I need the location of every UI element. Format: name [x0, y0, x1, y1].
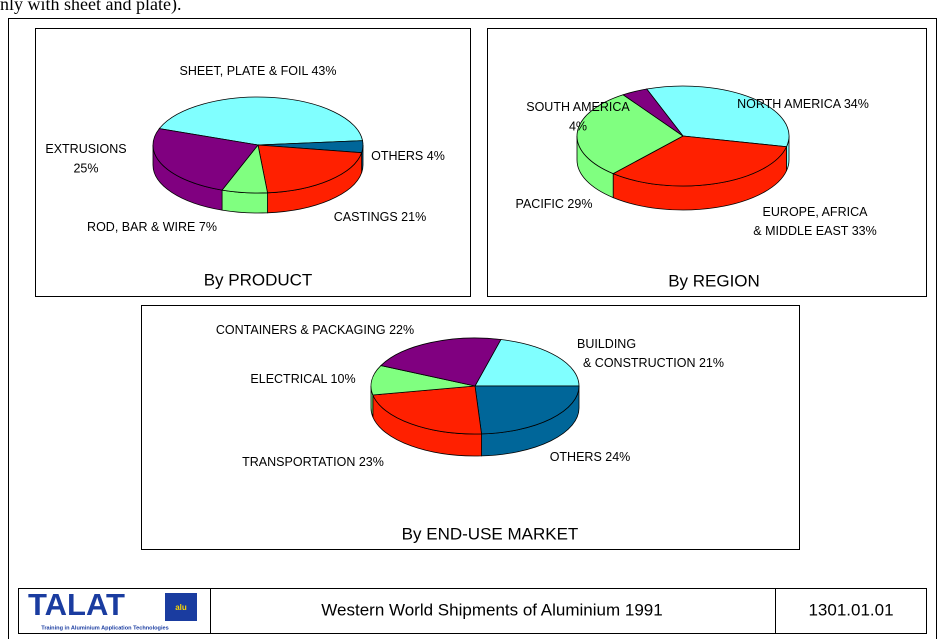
slice-label: TRANSPORTATION 23% — [242, 455, 384, 469]
logo-flag — [165, 593, 197, 621]
outer-frame — [8, 18, 937, 639]
slice-value-label: 10% — [331, 372, 356, 386]
slice-value-label: 29% — [567, 197, 592, 211]
slice-label-name: TRANSPORTATION — [242, 455, 355, 469]
slice-label-name: & CONSTRUCTION — [583, 356, 696, 370]
slice-value-label: 4% — [569, 119, 587, 133]
slice-label: & CONSTRUCTION 21% — [583, 356, 724, 370]
slice-label-name: OTHERS — [371, 149, 423, 163]
pie-slice — [474, 385, 580, 435]
footer-code: 1301.01.01 — [808, 600, 893, 619]
footer-title: Western World Shipments of Aluminium 199… — [321, 600, 662, 619]
pie-slice — [474, 339, 580, 387]
slice-value-label: 24% — [605, 450, 630, 464]
charts: SHEET, PLATE & FOIL 43% OTHERS 4% CASTINGS… — [45, 64, 876, 543]
slice-label: CASTINGS 21% — [334, 210, 426, 224]
pie-slice — [612, 135, 788, 187]
pie-slice — [622, 88, 684, 137]
slice-label: ELECTRICAL 10% — [250, 372, 355, 386]
logo-flag-text: alu — [175, 603, 187, 612]
slice-label: PACIFIC 29% — [516, 197, 593, 211]
header-fragment: nly with sheet and plate). — [0, 0, 181, 15]
slice-value-label: 34% — [844, 97, 869, 111]
slice-label: EXTRUSIONS — [45, 142, 126, 156]
slice-label: CONTAINERS & PACKAGING 22% — [216, 323, 414, 337]
slice-value-label: 33% — [852, 224, 877, 238]
slice-value-label: 43% — [311, 64, 336, 78]
slice-label-name: SOUTH AMERICA — [526, 100, 630, 114]
slice-value-label: 22% — [389, 323, 414, 337]
chart-title: By REGION — [668, 271, 760, 290]
slice-value-label: 25% — [73, 161, 98, 175]
slice-label: ROD, BAR & WIRE 7% — [87, 220, 217, 234]
pie-slice — [576, 94, 684, 175]
slice-label-name: CASTINGS — [334, 210, 398, 224]
slice-label-name: OTHERS — [550, 450, 602, 464]
pie-slice — [646, 85, 790, 148]
slice-label: & MIDDLE EAST 33% — [753, 224, 876, 238]
pie-slice — [372, 385, 482, 435]
slice-label-name: PACIFIC — [516, 197, 564, 211]
logo-tagline: Training in Aluminium Application Techno… — [41, 625, 169, 631]
pie-side — [221, 189, 268, 214]
slice-label-name: SHEET, PLATE & FOIL — [179, 64, 308, 78]
slice-label-name: EXTRUSIONS — [45, 142, 126, 156]
pie-slice — [158, 96, 364, 146]
pie-slice — [152, 128, 259, 191]
slice-value-label: 21% — [401, 210, 426, 224]
slice-label-name: EUROPE, AFRICA — [763, 205, 869, 219]
slice-label-name: NORTH AMERICA — [737, 97, 842, 111]
slice-label-name: BUILDING — [577, 337, 636, 351]
slice-value-label: 7% — [199, 220, 217, 234]
slice-label: BUILDING — [577, 337, 636, 351]
slice-value-label: 21% — [699, 356, 724, 370]
pie-slice — [257, 144, 363, 194]
code-box — [775, 588, 927, 634]
slice-label: OTHERS 24% — [550, 450, 631, 464]
pie-slice — [380, 337, 502, 387]
slice-label: EUROPE, AFRICA — [763, 205, 869, 219]
slice-value-label: 4% — [427, 149, 445, 163]
logo-text: TALAT — [28, 587, 125, 622]
slice-value-label: 23% — [359, 455, 384, 469]
slice-label-name: ELECTRICAL — [250, 372, 327, 386]
slice-label-name: & MIDDLE EAST — [753, 224, 849, 238]
slice-label: SOUTH AMERICA — [526, 100, 630, 114]
slice-label: NORTH AMERICA 34% — [737, 97, 869, 111]
slice-label-name: ROD, BAR & WIRE — [87, 220, 195, 234]
chart-title: By END-USE MARKET — [402, 524, 579, 543]
title-box — [210, 588, 776, 634]
slice-label: OTHERS 4% — [371, 149, 445, 163]
slice-label-name: CONTAINERS & PACKAGING — [216, 323, 386, 337]
slice-label: SHEET, PLATE & FOIL 43% — [179, 64, 336, 78]
chart-title: By PRODUCT — [204, 270, 313, 289]
